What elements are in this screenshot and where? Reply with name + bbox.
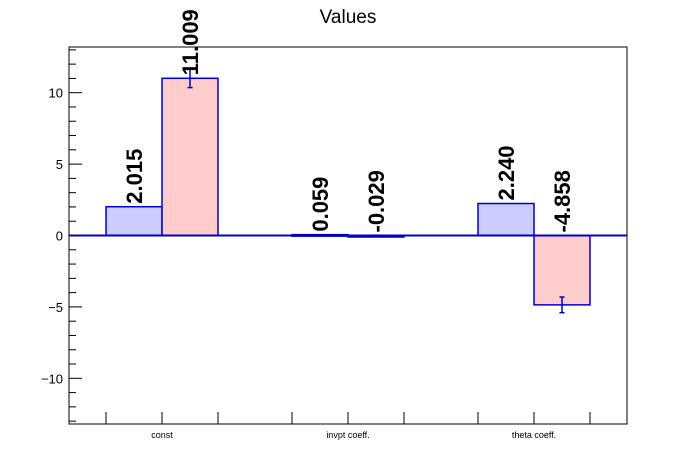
y-axis: −10 −5 0 5 10 — [41, 49, 82, 422]
value-label: 11.009 — [178, 9, 203, 75]
x-tick-label: const — [151, 430, 173, 440]
y-tick-label: 10 — [49, 86, 63, 101]
x-axis: const invpt coeff. theta coeff. — [105, 412, 591, 440]
bar — [533, 234, 591, 306]
value-label: 0.059 — [308, 177, 333, 232]
bars-layer — [105, 77, 591, 306]
value-label: -4.858 — [550, 170, 575, 232]
bar — [161, 77, 219, 237]
y-tick-label: 5 — [56, 157, 63, 172]
y-tick-label: −10 — [41, 371, 63, 386]
value-label: 2.015 — [122, 149, 147, 204]
y-tick-label: −5 — [48, 300, 63, 315]
y-tick-label: 0 — [56, 229, 63, 244]
x-tick-label: theta coeff. — [512, 430, 556, 440]
value-label: -0.029 — [364, 170, 389, 232]
bar — [477, 202, 535, 237]
x-tick-label: invpt coeff. — [326, 430, 369, 440]
value-label: 2.240 — [494, 145, 519, 200]
value-labels-layer: 2.015 0.059 2.240 11.009 -0.029 -4.858 — [122, 9, 575, 232]
chart-title: Values — [320, 7, 377, 28]
bar — [105, 205, 163, 237]
